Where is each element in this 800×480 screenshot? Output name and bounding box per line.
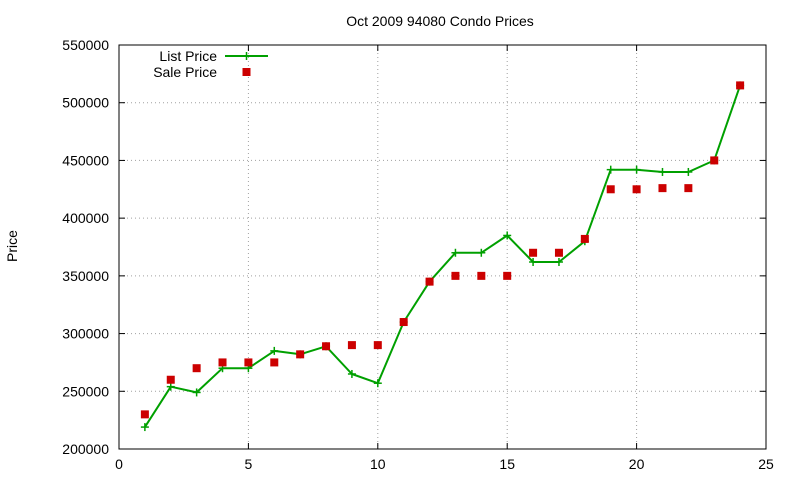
list-price-point [347,369,356,378]
chart-title: Oct 2009 94080 Condo Prices [346,13,534,29]
sale-price-point [373,341,382,350]
list-price-point [632,165,641,174]
list-price-point [477,248,486,257]
legend-label-list-price: List Price [159,48,217,64]
axes: 0 5 10 15 20 25 200000 250000 300000 350000 400000… [62,37,774,472]
sale-price-point [736,81,745,90]
list-price-point [503,231,512,240]
sale-price-point [580,234,589,243]
plot-border [118,44,767,450]
list-price-point [270,346,279,355]
data-series [140,81,745,432]
list-price-line [144,85,742,428]
list-price-point [192,388,201,397]
sale-price-point [554,248,563,257]
y-tick-label: 200000 [62,441,109,457]
y-axis-label: Price [4,230,20,262]
y-tick-label: 550000 [62,37,109,53]
sale-price-point [658,184,667,193]
x-tick-label: 5 [245,456,253,472]
sale-price-point [477,271,486,280]
list-price-point [166,382,175,391]
y-tick-label: 300000 [62,326,109,342]
y-tick-label: 350000 [62,268,109,284]
sale-price-point [244,358,253,367]
x-tick-label: 15 [499,456,515,472]
list-price-point [684,167,693,176]
list-price-point [658,167,667,176]
sale-price-point [322,342,331,351]
list-price-point [373,379,382,388]
list-price-point [140,423,149,432]
x-tick-label: 25 [758,456,774,472]
x-tick-label: 20 [629,456,645,472]
sale-price-point [710,156,719,165]
sale-price-point [140,410,149,419]
legend-square-marker [242,68,251,76]
sale-price-point [347,341,356,350]
y-tick-label: 450000 [62,152,109,168]
x-tick-label: 0 [115,456,123,472]
sale-price-point [425,277,434,286]
list-price-point [451,248,460,257]
grid-lines [119,45,766,449]
sale-price-point [529,248,538,257]
y-tick-label: 250000 [62,383,109,399]
y-tick-label: 400000 [62,210,109,226]
sale-price-point [503,271,512,280]
sale-price-point [684,184,693,193]
sale-price-point [192,364,201,373]
sale-price-point [218,358,227,367]
legend-label-sale-price: Sale Price [153,64,217,80]
sale-price-point [451,271,460,280]
sale-price-point [606,185,615,194]
sale-price-point [399,318,408,327]
list-price-point [606,165,615,174]
sale-price-point [632,185,641,194]
sale-price-point [270,358,279,367]
list-price-point [554,258,563,267]
y-tick-label: 500000 [62,95,109,111]
list-price-point [529,258,538,267]
x-tick-label: 10 [370,456,386,472]
sale-price-point [296,350,305,359]
sale-price-point [166,375,175,384]
